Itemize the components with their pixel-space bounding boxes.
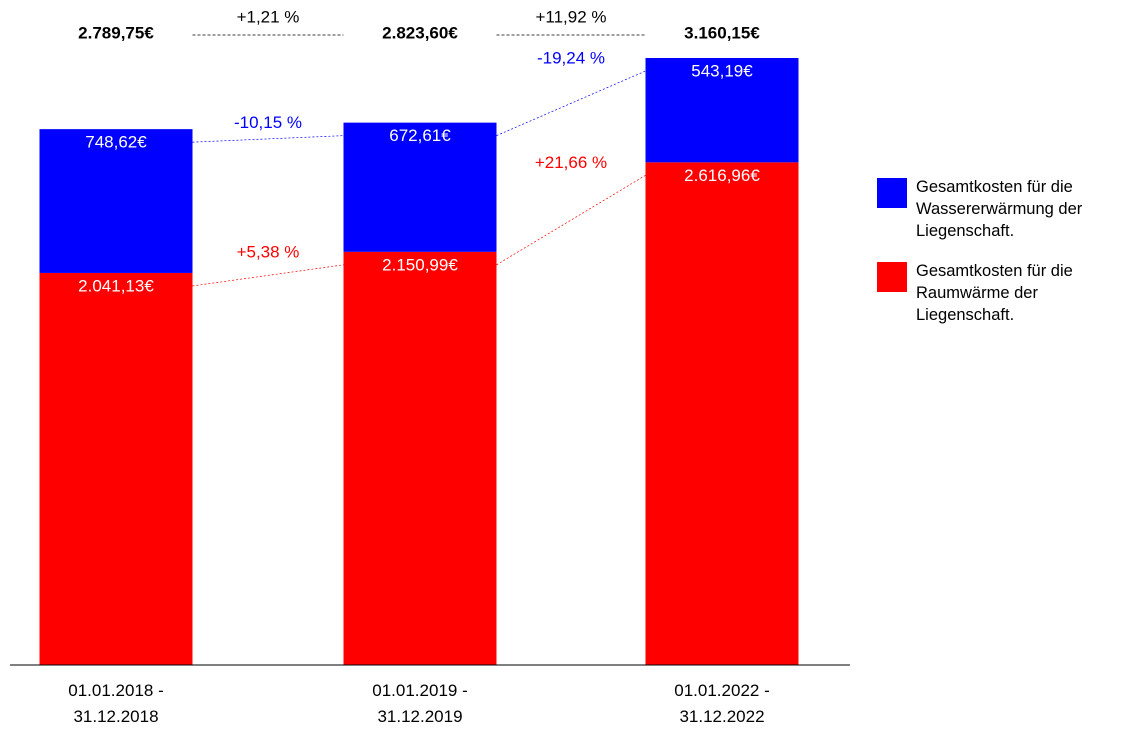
value-label: 2.150,99€ bbox=[382, 255, 458, 274]
value-label: 2.616,96€ bbox=[684, 166, 760, 185]
legend-item: Gesamtkosten für die Raumwärme der Liege… bbox=[877, 260, 1137, 326]
legend-swatch bbox=[877, 262, 907, 292]
legend-item: Gesamtkosten für die Wassererwärmung der… bbox=[877, 176, 1137, 242]
total-label: 2.823,60€ bbox=[382, 23, 458, 42]
x-tick-label: 01.01.2022 -31.12.2022 bbox=[674, 681, 769, 726]
change-label: -10,15 % bbox=[234, 113, 302, 132]
bar-segment bbox=[645, 58, 799, 163]
value-label: 748,62€ bbox=[85, 133, 147, 152]
legend-swatch bbox=[877, 178, 907, 208]
legend-label: Gesamtkosten für die Raumwärme der Liege… bbox=[916, 262, 1073, 324]
bar-segment bbox=[39, 272, 193, 665]
x-tick-label: 01.01.2018 -31.12.2018 bbox=[68, 681, 163, 726]
total-label: 3.160,15€ bbox=[684, 23, 760, 42]
value-label: 672,61€ bbox=[389, 126, 451, 145]
change-line bbox=[192, 135, 344, 143]
change-line bbox=[496, 175, 646, 266]
value-label: 2.041,13€ bbox=[78, 276, 154, 295]
total-label: 2.789,75€ bbox=[78, 23, 154, 42]
change-line bbox=[192, 264, 344, 287]
x-tick-label: 01.01.2019 -31.12.2019 bbox=[372, 681, 467, 726]
bar-segment bbox=[343, 251, 497, 666]
bar-segment bbox=[343, 122, 497, 252]
total-change-label: +11,92 % bbox=[535, 7, 606, 26]
value-label: 543,19€ bbox=[691, 61, 753, 80]
change-label: -19,24 % bbox=[537, 48, 605, 67]
change-label: +21,66 % bbox=[535, 153, 607, 172]
legend: Gesamtkosten für die Wassererwärmung der… bbox=[877, 176, 1137, 344]
bar-segment bbox=[39, 129, 193, 273]
change-line bbox=[496, 70, 646, 136]
total-change-label: +1,21 % bbox=[237, 7, 300, 26]
change-label: +5,38 % bbox=[237, 242, 300, 261]
legend-label: Gesamtkosten für die Wassererwärmung der… bbox=[916, 178, 1083, 240]
bar-segment bbox=[645, 162, 799, 665]
